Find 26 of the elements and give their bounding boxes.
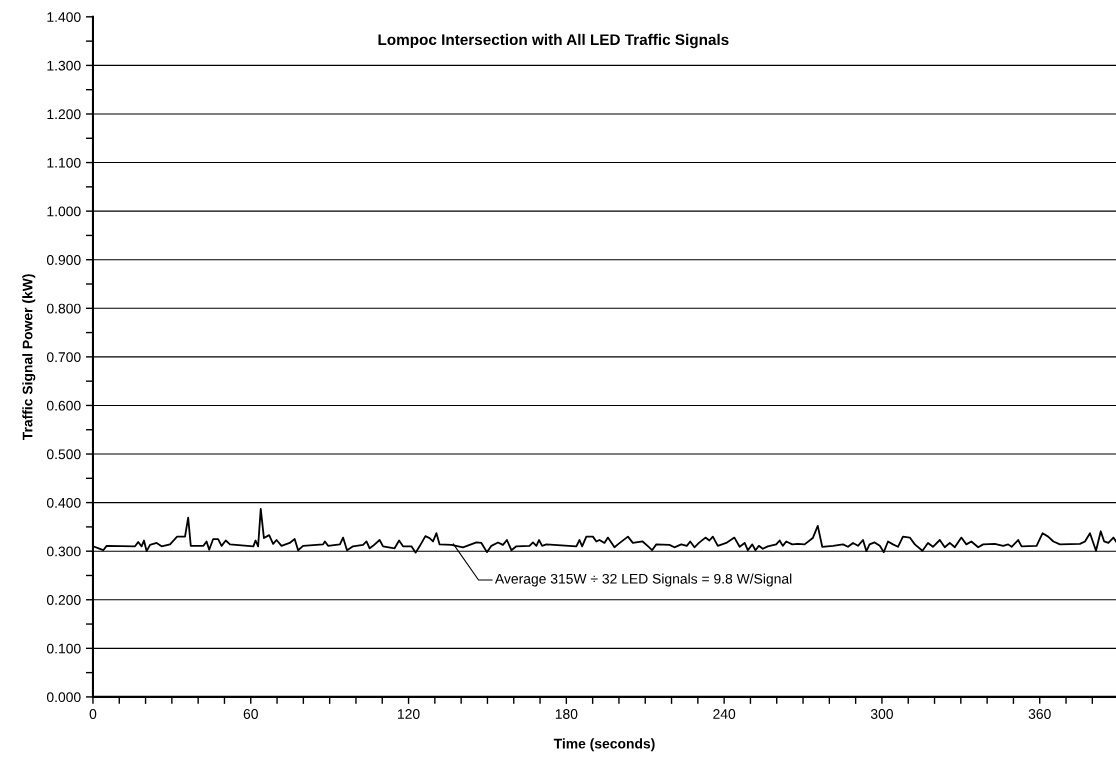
x-tick-label: 240	[713, 709, 736, 719]
y-tick-label: 0.600	[46, 400, 81, 411]
y-axis-title: Traffic Signal Power (kW)	[22, 274, 36, 441]
y-tick-label: 0.200	[46, 595, 81, 605]
x-tick-label: 360	[1028, 709, 1051, 719]
y-tick-label: 0.000	[46, 692, 81, 703]
annotation: Average 315W ÷ 32 LED Signals = 9.8 W/Signal	[494, 573, 792, 587]
x-tick-label: 120	[398, 709, 420, 719]
y-tick-label: 1.400	[47, 12, 81, 22]
x-tick-label: 180	[555, 709, 578, 719]
y-tick-label: 0.100	[46, 643, 81, 654]
y-tick-label: 0.500	[46, 449, 81, 460]
text: Lompoc Intersection with All LED Traffic Signals	[378, 33, 729, 49]
x-tick-label: 60	[243, 709, 258, 719]
y-tick-label: 1.200	[47, 109, 81, 120]
y-tick-label: 1.000	[47, 206, 81, 217]
y-tick-label: 0.400	[46, 497, 81, 508]
y-tick-label: 0.700	[46, 352, 81, 363]
y-tick-label: 0.800	[46, 303, 81, 314]
y-tick-label: 1.300	[47, 60, 81, 71]
x-axis-title: Time (seconds)	[553, 738, 655, 752]
y-tick-label: 0.900	[46, 255, 81, 265]
x-tick-label: 300	[870, 709, 893, 719]
y-tick-label: 0.300	[46, 546, 81, 557]
x-tick-label: 0	[89, 709, 97, 719]
y-tick-label: 1.100	[47, 157, 81, 168]
